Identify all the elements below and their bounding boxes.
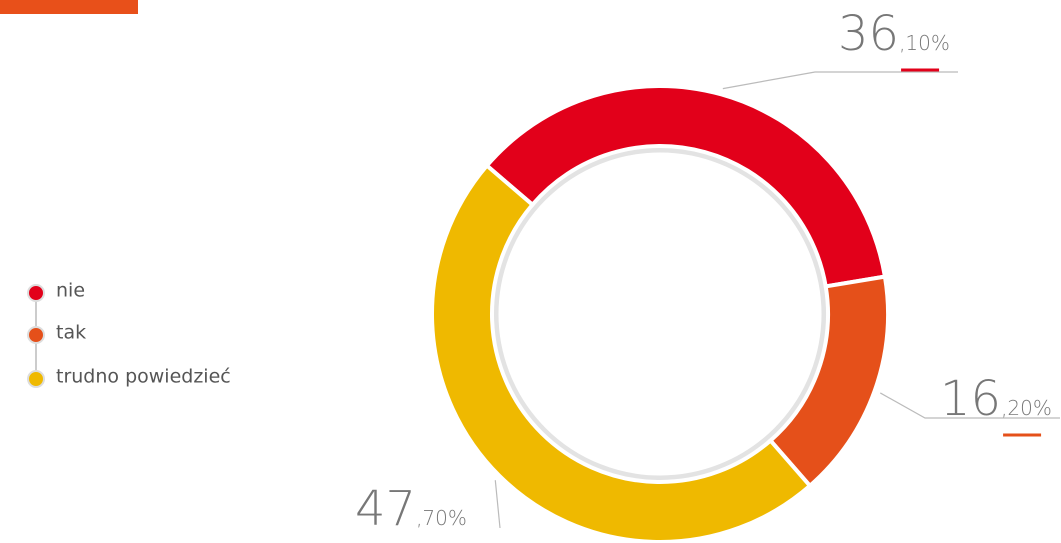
- header-accent: [0, 0, 138, 14]
- legend-marker: [28, 327, 44, 343]
- value-label-major: 47: [355, 481, 416, 537]
- value-label-minor: ,20%: [1001, 396, 1052, 420]
- legend-label: nie: [56, 280, 85, 302]
- value-label-major: 16: [940, 371, 1001, 427]
- chart: 36,10% 16,20% 47,70% nie tak trudno powiedzie…: [0, 0, 1061, 543]
- legend-label: trudno powiedzieć: [56, 366, 231, 388]
- value-label: 36,10%: [838, 6, 950, 62]
- value-label-major: 36: [838, 6, 899, 62]
- legend-marker: [28, 371, 44, 387]
- value-label: 47,70%: [355, 481, 467, 537]
- legend-marker: [28, 285, 44, 301]
- donut-segment: [432, 166, 810, 542]
- legend-label: tak: [56, 322, 86, 344]
- value-label-minor: ,70%: [416, 506, 467, 530]
- leader-line: [495, 480, 500, 528]
- leader-line: [723, 72, 958, 89]
- inner-ring: [495, 149, 825, 479]
- value-label: 16,20%: [940, 371, 1052, 427]
- value-label-minor: ,10%: [899, 31, 950, 55]
- donut-segment: [770, 277, 888, 486]
- donut-segment: [487, 86, 885, 286]
